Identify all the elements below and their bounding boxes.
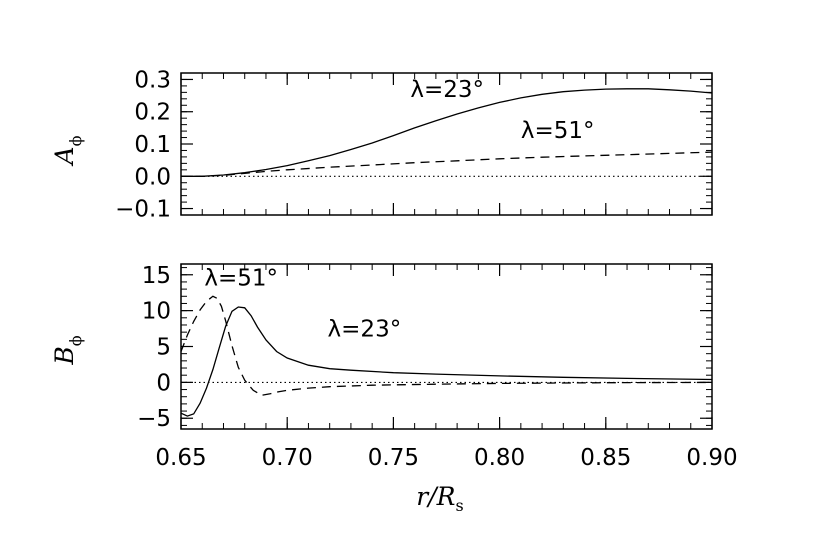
- ylabel-subscript: ϕ: [66, 335, 85, 346]
- y-tick-label: 0.3: [134, 67, 171, 93]
- y-tick-label: −5: [137, 406, 171, 432]
- xlabel-subscript: s: [455, 496, 463, 515]
- y-tick-label: 0.2: [134, 100, 171, 126]
- y-tick-label: 15: [142, 263, 171, 289]
- panel-b-phi-series: [180, 295, 713, 417]
- series-line-solid: [180, 306, 713, 417]
- series-line-dashed: [181, 151, 713, 177]
- x-tick-label: 0.80: [474, 445, 525, 471]
- x-tick-label: 0.70: [262, 445, 313, 471]
- panel-a-phi-series: [181, 88, 713, 177]
- ylabel-main: B: [50, 346, 79, 365]
- ylabel-subscript: ϕ: [66, 135, 85, 146]
- panel-a-phi-ticks: −0.1 0.0 0.1 0.2 0.3: [115, 67, 713, 223]
- y-tick-label: 0.1: [134, 132, 171, 158]
- series-annotation: λ=23°: [410, 77, 484, 103]
- series-annotation: λ=51°: [204, 266, 278, 292]
- y-tick-label: 0.0: [134, 164, 171, 190]
- x-tick-label: 0.65: [155, 445, 206, 471]
- x-axis-label: r/Rs: [416, 482, 463, 515]
- panel-b-phi-annotations: λ=51° λ=23°: [204, 266, 401, 343]
- panel-b-phi-ticks: −5 0 5 10 15 0.65 0.70 0.75 0.80 0.85 0.90: [137, 263, 738, 471]
- y-tick-label: 0: [156, 370, 171, 396]
- x-tick-label: 0.75: [368, 445, 419, 471]
- ylabel-main: A: [50, 146, 79, 166]
- y-tick-label: 10: [142, 299, 171, 325]
- series-line-solid: [181, 88, 713, 177]
- panel-a-phi-ylabel: Aϕ: [50, 135, 85, 166]
- x-tick-label: 0.90: [686, 445, 737, 471]
- series-annotation: λ=23°: [328, 316, 402, 342]
- series-line-dashed: [180, 295, 713, 396]
- xlabel-main: r/R: [416, 482, 455, 511]
- y-tick-label: −0.1: [115, 197, 171, 223]
- series-annotation: λ=51°: [521, 118, 595, 144]
- x-tick-label: 0.85: [580, 445, 631, 471]
- y-tick-label: 5: [156, 335, 171, 361]
- panel-a-phi-annotations: λ=23° λ=51°: [410, 77, 594, 144]
- panel-a-phi: −0.1 0.0 0.1 0.2 0.3 λ=23° λ=51° Aϕ: [50, 67, 713, 223]
- panel-b-phi-ylabel: Bϕ: [50, 335, 85, 365]
